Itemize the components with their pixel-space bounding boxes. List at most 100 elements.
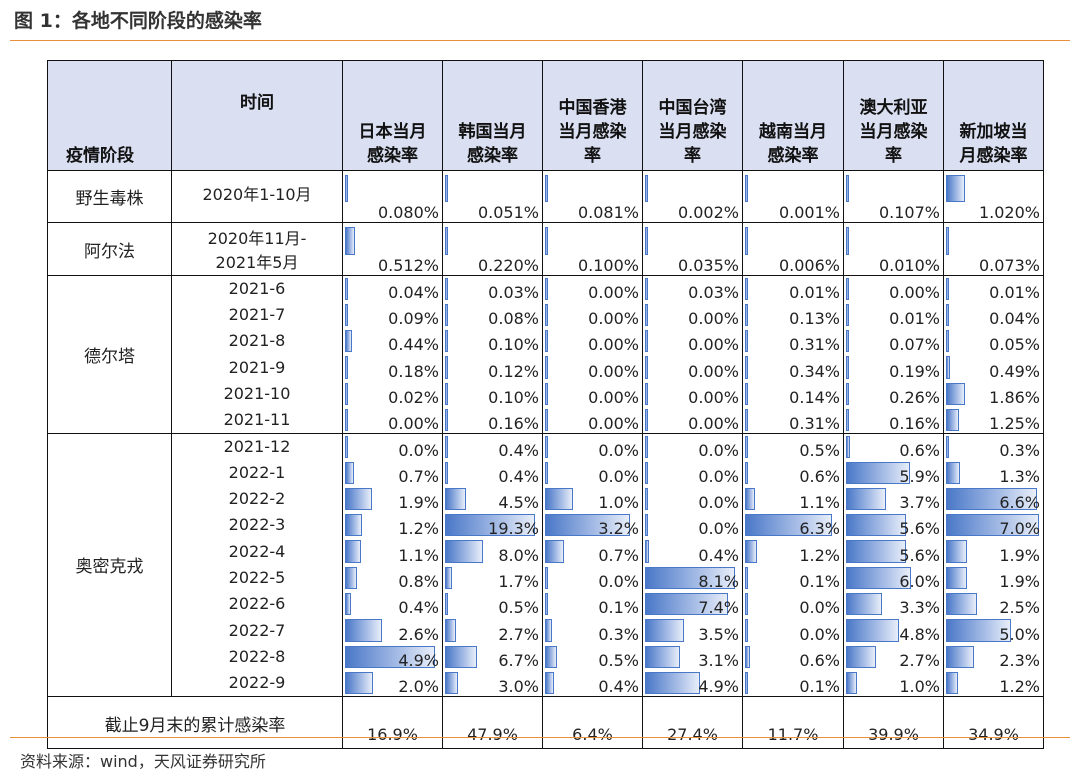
rate-value: 0.1% bbox=[799, 676, 840, 696]
data-bar bbox=[946, 278, 949, 300]
rate-cell: 0.0% bbox=[642, 485, 743, 513]
rate-cell: 0.010% bbox=[843, 222, 944, 276]
data-bar bbox=[445, 671, 458, 694]
rate-value: 1.9% bbox=[999, 572, 1040, 592]
data-bar bbox=[545, 356, 548, 379]
time-cell: 2021-7 bbox=[171, 301, 343, 329]
data-bar bbox=[345, 435, 348, 458]
rate-value: 4.5% bbox=[498, 493, 539, 513]
rate-value: 5.9% bbox=[899, 466, 940, 486]
data-bar bbox=[645, 487, 648, 511]
rate-cell: 0.00% bbox=[642, 406, 743, 434]
rate-value: 2.7% bbox=[899, 650, 940, 670]
time-line: 2022-6 bbox=[228, 594, 286, 614]
rate-value: 0.31% bbox=[789, 413, 840, 433]
rate-cell: 7.4% bbox=[642, 591, 743, 618]
rate-cell: 0.01% bbox=[943, 275, 1044, 302]
header-country-line: 中国香港 bbox=[558, 98, 627, 118]
rate-cell: 1.3% bbox=[943, 459, 1044, 486]
rate-cell: 0.220% bbox=[442, 222, 543, 276]
phase-cell: 野生毒株 bbox=[47, 170, 172, 223]
rate-cell: 0.04% bbox=[943, 301, 1044, 329]
header-time: 时间 bbox=[171, 60, 343, 171]
rate-value: 0.00% bbox=[688, 387, 739, 407]
data-bar bbox=[745, 435, 748, 458]
rate-cell: 0.13% bbox=[742, 301, 844, 329]
rate-cell: 0.19% bbox=[843, 354, 944, 381]
rate-cell: 2.7% bbox=[442, 617, 543, 644]
data-bar bbox=[846, 382, 849, 405]
header-row: 疫情阶段 时间 日本当月 感染率 韩国当月 感染率 中国香港 当月感染率中国台湾 当月感染率… bbox=[47, 60, 1044, 171]
data-bar bbox=[846, 645, 876, 668]
data-bar bbox=[645, 514, 648, 537]
data-bar bbox=[846, 303, 849, 327]
time-cell: 2022-3 bbox=[171, 512, 343, 539]
data-bar bbox=[846, 671, 857, 694]
rate-value: 3.7% bbox=[899, 493, 940, 513]
data-bar bbox=[745, 540, 757, 563]
rate-cell: 0.0% bbox=[742, 617, 844, 644]
rate-cell: 0.006% bbox=[742, 222, 844, 276]
rate-cell: 0.3% bbox=[943, 433, 1044, 460]
data-bar bbox=[645, 356, 648, 379]
rate-value: 2.0% bbox=[398, 676, 439, 696]
data-bar bbox=[745, 619, 748, 642]
data-bar bbox=[345, 356, 348, 379]
time-line: 2022-5 bbox=[228, 567, 286, 587]
rate-value: 1.2% bbox=[398, 519, 439, 539]
rate-cell: 0.00% bbox=[542, 328, 643, 355]
data-bar bbox=[445, 408, 448, 431]
data-bar bbox=[846, 593, 882, 616]
data-bar bbox=[846, 540, 906, 563]
time-cell: 2021-9 bbox=[171, 354, 343, 381]
table-row: 2022-7 2.6% 2.7% 0.3% 3.5% 0.0% 4.8% 5.0% bbox=[48, 617, 1044, 644]
rate-cell: 0.073% bbox=[943, 222, 1044, 276]
header-country-line: 感染率 bbox=[767, 146, 819, 166]
rate-cell: 0.0% bbox=[642, 459, 743, 486]
rate-value: 0.00% bbox=[588, 309, 639, 329]
time-line: 2022-7 bbox=[228, 620, 286, 640]
header-country-6: 新加坡当 月感染率 bbox=[943, 60, 1044, 171]
rate-value: 1.2% bbox=[999, 676, 1040, 696]
rate-cell: 1.9% bbox=[943, 538, 1044, 565]
rate-cell: 0.3% bbox=[542, 617, 643, 644]
data-bar bbox=[345, 303, 348, 327]
rate-value: 0.01% bbox=[889, 309, 940, 329]
figure-title: 图 1：各地不同阶段的感染率 bbox=[14, 10, 262, 32]
data-bar bbox=[745, 487, 755, 511]
rate-value: 0.07% bbox=[889, 335, 940, 355]
time-cell: 2022-1 bbox=[171, 459, 343, 486]
data-bar bbox=[946, 540, 967, 563]
cumulative-value: 34.9% bbox=[943, 695, 1044, 749]
rate-cell: 0.081% bbox=[542, 170, 643, 223]
data-bar bbox=[445, 593, 448, 616]
rate-cell: 0.8% bbox=[342, 564, 443, 592]
rate-cell: 0.01% bbox=[742, 275, 844, 302]
data-bar bbox=[946, 382, 965, 405]
rate-cell: 0.1% bbox=[542, 591, 643, 618]
rate-value: 0.0% bbox=[598, 572, 639, 592]
data-bar bbox=[745, 356, 748, 379]
time-line: 2022-1 bbox=[228, 462, 286, 482]
rate-value: 0.035% bbox=[677, 256, 739, 275]
time-line: 2021-8 bbox=[228, 331, 286, 351]
time-line: 2020年1-10月 bbox=[202, 185, 312, 204]
rate-value: 3.0% bbox=[498, 676, 539, 696]
rate-value: 0.006% bbox=[778, 256, 840, 275]
rate-cell: 0.1% bbox=[742, 669, 844, 697]
rate-cell: 0.0% bbox=[542, 564, 643, 592]
rate-value: 0.0% bbox=[598, 466, 639, 486]
rate-cell: 0.10% bbox=[442, 328, 543, 355]
data-bar bbox=[445, 461, 448, 484]
rate-cell: 1.020% bbox=[943, 170, 1044, 223]
rate-value: 0.3% bbox=[598, 624, 639, 644]
time-cell: 2022-9 bbox=[171, 669, 343, 697]
time-line: 2022-3 bbox=[228, 515, 286, 535]
data-bar bbox=[745, 593, 748, 616]
data-bar bbox=[545, 330, 548, 353]
rate-cell: 2.5% bbox=[943, 591, 1044, 618]
rate-value: 0.1% bbox=[598, 598, 639, 618]
data-bar bbox=[345, 227, 355, 255]
rate-value: 0.44% bbox=[388, 335, 439, 355]
rate-value: 0.4% bbox=[698, 545, 739, 565]
